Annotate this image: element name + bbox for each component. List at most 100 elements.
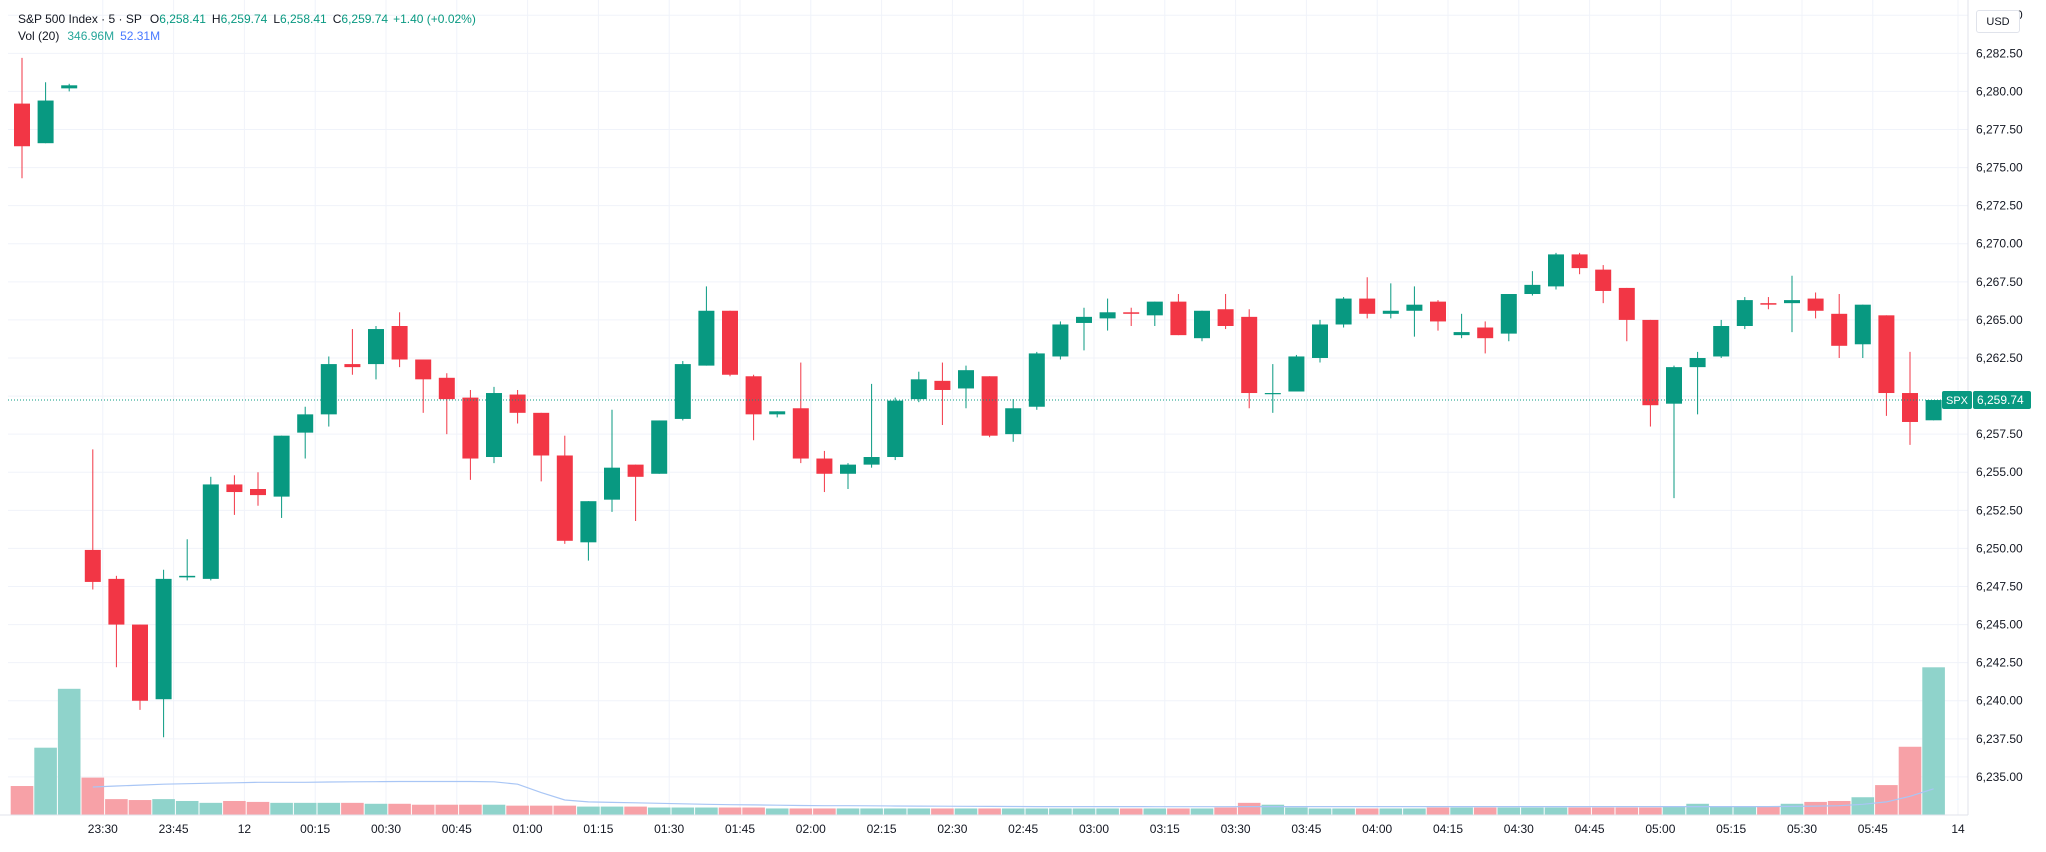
candle (887, 397, 904, 461)
volume-bar (293, 802, 317, 815)
candle-body (179, 575, 196, 578)
price-tick-label: 6,267.50 (1976, 275, 2023, 289)
candle (1784, 275, 1800, 333)
candle (1524, 271, 1541, 296)
candle (556, 435, 573, 544)
price-tick-label: 6,250.00 (1976, 541, 2023, 555)
candle (1264, 364, 1281, 413)
volume-bar (836, 808, 860, 815)
price-tick-label: 6,240.00 (1976, 694, 2023, 708)
volume-bar (1639, 807, 1662, 815)
candle-body (1477, 327, 1494, 339)
volume-bar (1190, 808, 1214, 815)
volume-label[interactable]: Vol (20) (18, 29, 60, 43)
volume-bar (1143, 808, 1167, 815)
volume-bar (482, 804, 506, 815)
candle (1618, 287, 1635, 342)
price-axis[interactable]: 6,235.00 6,237.50 6,240.00 6,242.50 6,245.00… (1967, 0, 2023, 815)
candle-body (84, 549, 101, 582)
time-tick-label: 03:30 (1221, 822, 1251, 836)
candle-body (1312, 324, 1328, 358)
candle (1028, 351, 1045, 410)
volume-bar (1403, 808, 1426, 815)
candle (226, 475, 243, 515)
symbol-title[interactable]: S&P 500 Index · 5 · SP (18, 12, 142, 26)
volume-bars (10, 667, 1945, 815)
volume-bar (223, 800, 246, 815)
candle (1382, 283, 1399, 319)
time-tick-label: 02:30 (937, 822, 967, 836)
candle (604, 409, 620, 512)
volume-bar (1497, 807, 1521, 815)
volume-bar (1709, 806, 1733, 815)
volume-bar (1072, 808, 1096, 815)
volume-bar (553, 805, 577, 815)
volume-bar (907, 808, 931, 815)
volume-bar (978, 808, 1001, 815)
time-tick-label: 03:45 (1291, 822, 1321, 836)
candle (61, 83, 78, 92)
candle-body (368, 329, 384, 365)
currency-button[interactable]: USD (1976, 10, 2020, 33)
candle (958, 365, 974, 409)
candle (1548, 252, 1564, 290)
candle (1642, 319, 1659, 427)
candle-body (391, 326, 408, 360)
volume-bar (1922, 667, 1945, 815)
volume-bar (105, 799, 128, 815)
volume-bar (270, 802, 293, 815)
volume-bar (1544, 807, 1568, 815)
candle (722, 310, 738, 377)
volume-bar (1355, 808, 1379, 815)
volume-bar (341, 802, 364, 815)
candle-body (1736, 300, 1753, 326)
candle-body (958, 370, 974, 389)
candle (934, 362, 951, 426)
high-value: 6,259.74 (220, 12, 268, 26)
volume-bar (1049, 808, 1072, 815)
volume-bar (529, 805, 553, 815)
candle (1736, 297, 1753, 330)
volume-bar (199, 802, 223, 815)
volume-ma-value: 52.31M (120, 29, 161, 43)
time-axis[interactable]: 23:30 23:45 12 00:15 00:30 00:45 01:00 01:15 01:… (0, 814, 1968, 836)
candle (1666, 365, 1682, 499)
candle-body (1925, 400, 1942, 421)
candle (1241, 309, 1258, 409)
volume-bar (624, 806, 647, 815)
candle-body (1335, 298, 1352, 325)
candle-body (1807, 298, 1824, 311)
volume-value: 346.96M (67, 29, 115, 43)
grid-lines (8, 0, 1968, 815)
volume-bar (175, 800, 199, 815)
candle (1925, 400, 1942, 421)
volume-bar (883, 808, 907, 815)
candle (297, 406, 314, 459)
volume-bar (411, 804, 435, 815)
candle (438, 373, 455, 435)
last-price-tag: SPX 6,259.74 (1942, 391, 2031, 410)
volume-bar (1875, 785, 1898, 815)
price-tick-label: 6,242.50 (1976, 656, 2023, 670)
open-value: 6,258.41 (159, 12, 206, 26)
price-tick-label: 6,235.00 (1976, 770, 2023, 784)
volume-bar (1757, 806, 1780, 815)
candle (1902, 351, 1918, 445)
candle-body (1288, 356, 1305, 392)
candle (1595, 265, 1612, 304)
candle (1689, 351, 1706, 415)
candle-body (273, 435, 290, 497)
candle (1052, 321, 1069, 360)
candle (1831, 294, 1848, 358)
candle (1713, 319, 1730, 358)
candle-body (1854, 304, 1871, 345)
candle (1146, 301, 1163, 326)
candle-body (1571, 254, 1588, 269)
time-tick-label: 00:30 (371, 822, 401, 836)
volume-bar (57, 688, 81, 815)
candle-body (1123, 312, 1140, 314)
candle-body (556, 455, 573, 541)
volume-bar (81, 777, 105, 815)
